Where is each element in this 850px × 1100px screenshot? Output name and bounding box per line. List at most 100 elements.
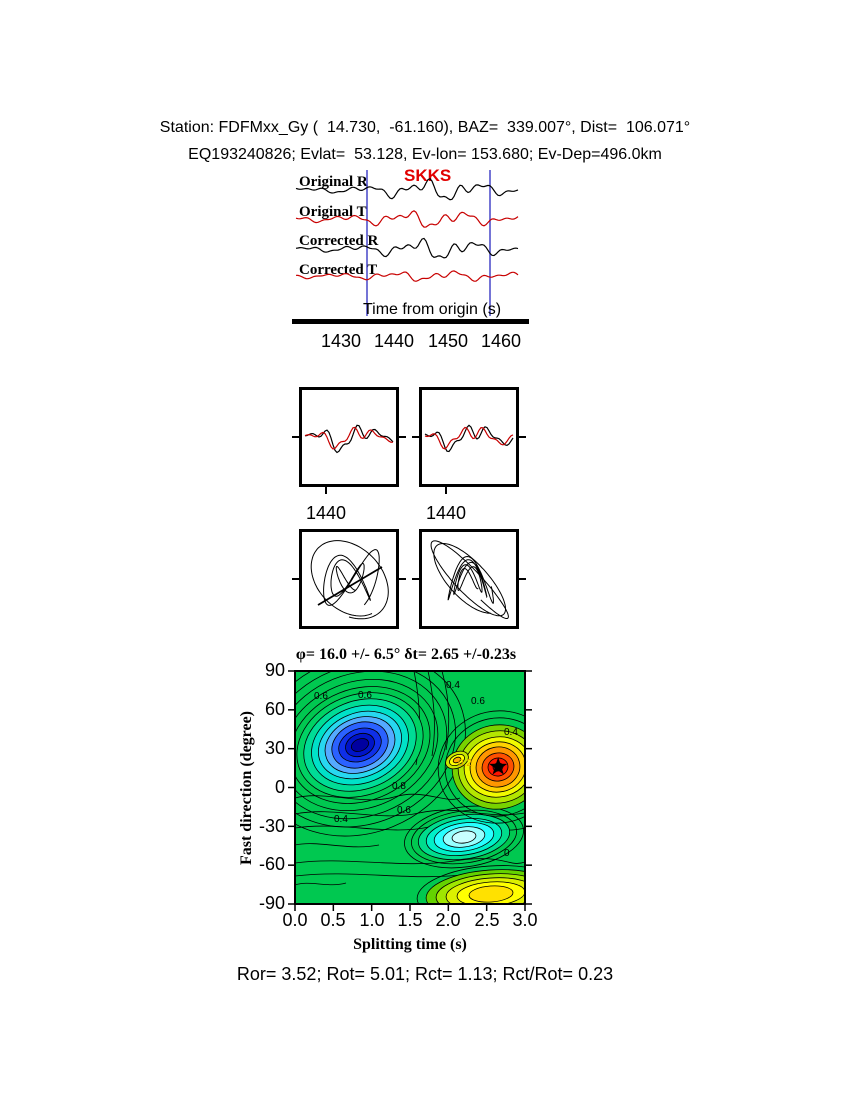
box-bottom-tick [325,487,327,494]
ellipse-graphic [468,885,514,903]
fast-component-waveform [304,424,394,454]
box-side-tick [292,578,299,580]
dt-tick: 1.0 [359,910,385,930]
trace-label-corrected-t: Corrected T [299,262,378,278]
dt-tick: 1.5 [397,910,423,930]
window-waveforms-right [424,424,514,453]
window-waveform-box-right [419,387,519,487]
ellipse-graphic [416,865,525,904]
yellow-spot-contours [445,750,469,770]
time-axis-line [292,319,529,324]
box-side-tick [412,436,419,438]
ellipse-graphic [404,805,524,869]
contour-level-label: 0.6 [471,696,485,707]
map-axis-ticks [288,670,532,911]
original-r-waveform [295,177,519,201]
dt-tick: 2.5 [474,910,500,930]
fast-axis-line [317,566,383,606]
dt-tick: 0.5 [320,910,346,930]
window-time-label-left: 1440 [305,503,347,523]
ellipse-graphic [451,830,477,844]
box-side-tick [519,436,526,438]
ellipse-graphic [452,756,462,764]
contour-level-label: 0.4 [446,680,460,691]
contour-level-label: 0.4 [334,814,348,825]
fast-component-waveform [424,424,514,453]
phase-label-skks: SKKS [404,166,452,185]
time-tick: 1440 [373,331,415,351]
box-side-tick [412,578,419,580]
particle-motion-orbit [310,540,389,620]
original-t-waveform [295,210,519,228]
particle-motion-orbit [430,540,509,619]
phi-tick: -90 [258,893,285,913]
map-frame [294,670,526,905]
error-minimum-contours [295,671,466,837]
contour-level-label: 0.8 [392,781,406,792]
ellipse-graphic [295,678,439,812]
path-graphic [441,671,450,751]
ellipse-graphic [350,738,370,752]
result-title: φ= 16.0 +/- 6.5° δt= 2.65 +/-0.23s [295,646,517,663]
station-info-line: Station: FDFMxx_Gy ( 14.730, -61.160), B… [159,119,691,136]
contour-level-label: 0.6 [314,691,328,702]
contour-level-label: 0.4 [504,727,518,738]
ellipse-graphic [295,686,431,804]
dt-tick: 3.0 [512,910,538,930]
box-side-tick [292,436,299,438]
slow-component-waveform [424,426,514,450]
phi-tick: -60 [258,854,285,874]
dt-tick: 2.0 [435,910,461,930]
cyan-trough-contours [404,805,524,869]
best-fit-star [489,757,508,775]
particle-motion-orbit [323,549,380,606]
error-surface-map: 0.6 0.6 0.4 0.6 0.4 0.2 0.8 0.6 0.4 0 [288,670,532,911]
x-axis-label: Splitting time (s) [353,936,467,953]
path-graphic [295,843,380,848]
contour-level-label: 0 [504,848,510,859]
energy-ratio-summary: Ror= 3.52; Rot= 5.01; Rct= 1.13; Rct/Rot… [236,964,614,984]
corrected-t-waveform [295,270,519,282]
box-side-tick [519,578,526,580]
box-bottom-tick [445,487,447,494]
ellipse-graphic [444,717,525,817]
slow-component-waveform [304,426,394,450]
time-tick: 1450 [427,331,469,351]
particle-motion-orbit [447,555,494,604]
ellipse-graphic [295,671,448,820]
yellow-ridge-contours [416,865,525,904]
dt-tick: 0.0 [282,910,308,930]
window-time-label-right: 1440 [425,503,467,523]
particle-motion-right [430,540,509,619]
contour-level-label: 0.2 [458,758,472,769]
corrected-r-waveform [295,237,519,259]
time-axis-label: Time from origin (s) [362,301,502,318]
window-waveforms-left [304,424,394,454]
contour-level-label: 0.6 [397,805,411,816]
particle-motion-left [310,540,389,620]
path-graphic [295,858,525,865]
window-waveform-box-left [299,387,399,487]
phi-tick: -30 [258,816,285,836]
phi-tick: 60 [264,699,285,719]
phi-tick: 90 [264,660,285,680]
time-tick: 1460 [480,331,522,351]
particle-motion-box-left [299,529,399,629]
contour-level-label: 0.6 [358,690,372,701]
seismogram-panel [295,170,519,316]
path-graphic [427,671,435,757]
time-tick: 1430 [320,331,362,351]
contour-field: 0.6 0.6 0.4 0.6 0.4 0.2 0.8 0.6 0.4 0 [295,671,525,904]
box-side-tick [399,578,406,580]
trace-label-corrected-r: Corrected R [299,233,379,249]
ellipse-graphic [437,710,525,824]
trace-label-original-t: Original T [299,204,367,220]
trace-label-original-r: Original R [299,174,368,190]
path-graphic [295,882,347,886]
phi-tick: 0 [274,777,285,797]
path-graphic [295,793,461,801]
phi-tick: 30 [264,738,285,758]
event-info-line: EQ193240826; Evlat= 53.128, Ev-lon= 153.… [188,146,662,163]
contour-labels: 0.6 0.6 0.4 0.6 0.4 0.2 0.8 0.6 0.4 0 [314,680,518,859]
